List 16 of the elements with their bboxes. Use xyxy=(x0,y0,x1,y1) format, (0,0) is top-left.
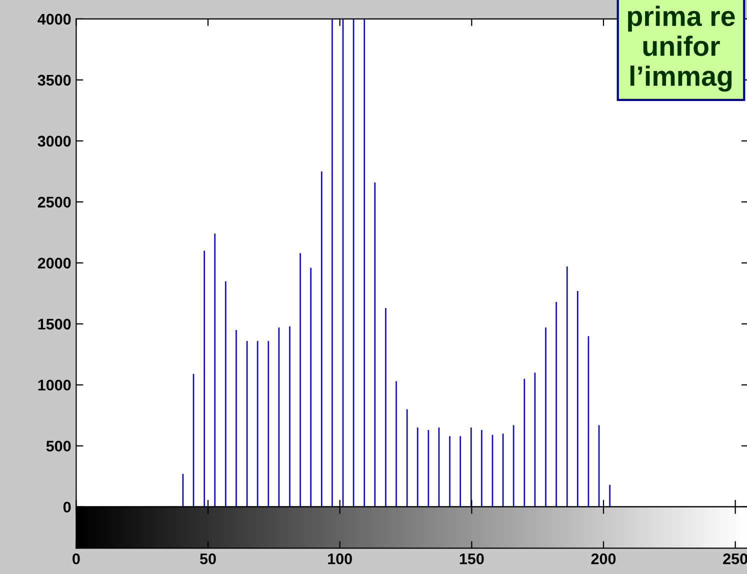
y-tick-label: 4000 xyxy=(38,14,71,25)
x-tick-label: 0 xyxy=(72,553,80,564)
y-tick-label: 3500 xyxy=(38,74,71,86)
y-tick-label: 2000 xyxy=(38,258,71,269)
annotation: prima re unifor l’immag xyxy=(628,6,735,92)
x-tick-label: 200 xyxy=(591,553,616,564)
y-tick-label: 500 xyxy=(46,440,71,452)
y-tick-label: 1500 xyxy=(38,318,71,330)
x-tick-label: 150 xyxy=(460,553,484,564)
y-tick-label: 3000 xyxy=(38,136,71,147)
x-tick-label: 100 xyxy=(328,553,352,564)
x-tick-label: 50 xyxy=(200,553,216,564)
x-tick-label: 250 xyxy=(723,553,747,564)
y-tick-label: 0 xyxy=(63,502,71,513)
y-tick-label: 1000 xyxy=(38,380,71,391)
y-tick-label: 2500 xyxy=(38,196,71,208)
